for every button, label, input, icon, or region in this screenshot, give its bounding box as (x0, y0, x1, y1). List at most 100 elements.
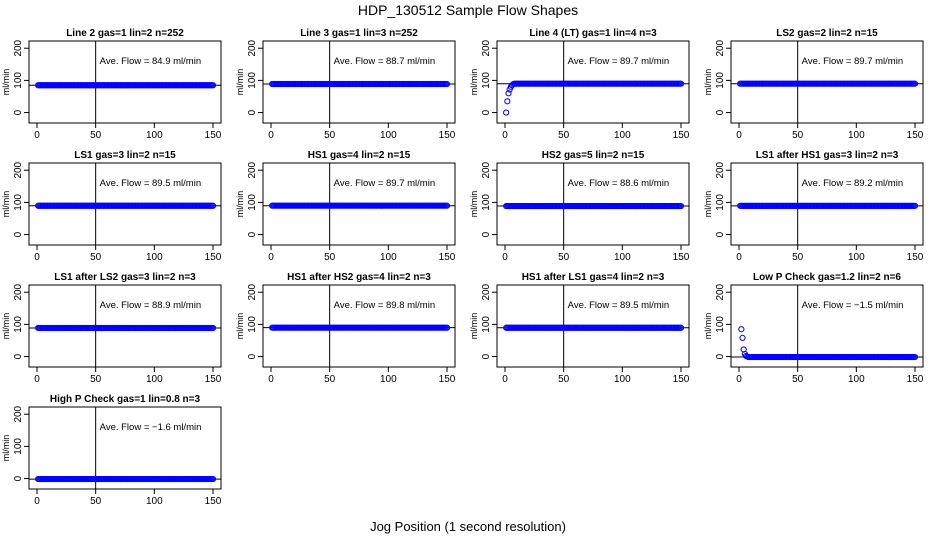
x-tick-label: 50 (90, 130, 102, 141)
data-point (738, 326, 745, 333)
y-tick-label: 200 (13, 39, 24, 56)
x-tick-label: 150 (439, 252, 456, 263)
x-tick-label: 0 (34, 374, 40, 385)
plot-frame (28, 406, 222, 490)
x-tick-label: 100 (146, 130, 163, 141)
x-tick-label: 0 (34, 496, 40, 507)
x-tick-label: 100 (146, 252, 163, 263)
x-tick-label: 100 (848, 252, 865, 263)
y-tick-label: 100 (13, 438, 24, 455)
y-tick-label: 200 (715, 39, 726, 56)
x-tick-label: 150 (907, 374, 924, 385)
x-tick-label: 150 (673, 130, 690, 141)
data-point (209, 82, 217, 89)
plot-frame (730, 40, 924, 124)
x-tick-label: 50 (558, 374, 570, 385)
y-axis-label: ml/min (235, 191, 245, 218)
y-tick-label: 0 (715, 109, 726, 115)
y-tick-label: 200 (481, 283, 492, 300)
y-tick-label: 200 (715, 161, 726, 178)
plot-frame (496, 40, 690, 124)
plot-frame (730, 162, 924, 246)
chart-panel: HS1 gas=4 lin=2 n=15 0 50 100 150 0 100 200 ml/m… (235, 150, 456, 263)
chart-title: Low P Check gas=1.2 lin=2 n=6 (753, 272, 901, 283)
y-tick-label: 200 (13, 161, 24, 178)
x-tick-label: 150 (439, 130, 456, 141)
data-point (677, 202, 685, 210)
y-tick-label: 100 (481, 194, 492, 211)
y-tick-label: 100 (481, 72, 492, 89)
y-axis-label: ml/min (469, 191, 479, 218)
data-point (739, 334, 746, 342)
x-tick-label: 100 (614, 374, 631, 385)
average-flow-annotation: Ave. Flow = 89.5 ml/min (568, 300, 669, 311)
plot-frame (730, 284, 924, 368)
chart-panel: HS1 after HS2 gas=4 lin=2 n=3 0 50 100 150 0 1… (235, 272, 456, 385)
chart-panel: HS1 after LS1 gas=4 lin=2 n=3 0 50 100 150 0 1… (469, 272, 690, 385)
x-tick-label: 50 (324, 130, 336, 141)
y-tick-label: 100 (715, 194, 726, 211)
chart-panel: Line 3 gas=1 lin=3 n=252 0 50 100 150 0 100 200… (235, 28, 456, 141)
chart-panel: LS1 after LS2 gas=3 lin=2 n=3 0 50 100 150 0 1… (1, 272, 222, 385)
data-point (505, 90, 512, 97)
x-tick-label: 0 (502, 252, 508, 263)
x-tick-label: 50 (558, 252, 570, 263)
chart-title: HS2 gas=5 lin=2 n=15 (542, 150, 645, 161)
page-title: HDP_130512 Sample Flow Shapes (357, 2, 579, 18)
average-flow-annotation: Ave. Flow = 88.9 ml/min (100, 300, 201, 311)
y-axis-label: ml/min (1, 69, 11, 96)
x-tick-label: 100 (614, 252, 631, 263)
data-point (443, 202, 451, 209)
y-tick-label: 0 (481, 353, 492, 359)
x-tick-label: 100 (848, 130, 865, 141)
data-point (911, 353, 919, 361)
plot-frame (262, 284, 456, 368)
x-tick-label: 50 (90, 374, 102, 385)
x-tick-label: 150 (205, 496, 222, 507)
y-tick-label: 200 (481, 39, 492, 56)
x-tick-label: 100 (380, 130, 397, 141)
data-point (503, 109, 510, 116)
chart-title: HS1 after LS1 gas=4 lin=2 n=3 (522, 272, 665, 283)
y-tick-label: 0 (13, 109, 24, 115)
y-tick-label: 0 (481, 231, 492, 237)
y-axis-label: ml/min (469, 69, 479, 96)
x-tick-label: 150 (673, 252, 690, 263)
average-flow-annotation: Ave. Flow = 89.7 ml/min (568, 56, 669, 67)
y-tick-label: 0 (247, 353, 258, 359)
x-tick-label: 50 (792, 130, 804, 141)
data-point (911, 80, 919, 87)
x-tick-label: 100 (146, 374, 163, 385)
average-flow-annotation: Ave. Flow = 88.6 ml/min (568, 178, 669, 189)
chart-title: Line 3 gas=1 lin=3 n=252 (300, 28, 418, 39)
chart-panel: HS2 gas=5 lin=2 n=15 0 50 100 150 0 100 200 ml/m… (469, 150, 690, 263)
y-tick-label: 200 (715, 283, 726, 300)
x-tick-label: 0 (502, 130, 508, 141)
y-tick-label: 0 (13, 231, 24, 237)
x-tick-label: 100 (614, 130, 631, 141)
average-flow-annotation: Ave. Flow = 89.7 ml/min (802, 56, 903, 67)
x-tick-label: 50 (792, 252, 804, 263)
y-tick-label: 100 (13, 316, 24, 333)
y-tick-label: 200 (481, 161, 492, 178)
x-tick-label: 150 (205, 252, 222, 263)
chart-panel: LS1 gas=3 lin=2 n=15 0 50 100 150 0 100 200 ml/m… (1, 150, 222, 263)
plot-frame (28, 40, 222, 124)
average-flow-annotation: Ave. Flow = 89.8 ml/min (334, 300, 435, 311)
page-x-axis-label: Jog Position (1 second resolution) (370, 519, 566, 534)
average-flow-annotation: Ave. Flow = 89.2 ml/min (802, 178, 903, 189)
x-tick-label: 100 (380, 374, 397, 385)
average-flow-annotation: Ave. Flow = 89.7 ml/min (334, 178, 435, 189)
y-tick-label: 100 (715, 72, 726, 89)
y-axis-label: ml/min (1, 313, 11, 340)
y-tick-label: 200 (247, 283, 258, 300)
plot-frame (28, 284, 222, 368)
y-tick-label: 200 (247, 161, 258, 178)
plot-frame (28, 162, 222, 246)
x-tick-label: 150 (205, 374, 222, 385)
y-tick-label: 100 (13, 194, 24, 211)
data-point (209, 475, 217, 483)
y-tick-label: 0 (715, 353, 726, 359)
chart-panel: LS2 gas=2 lin=2 n=15 0 50 100 150 0 100 200 ml/m… (703, 28, 924, 141)
y-tick-label: 100 (481, 316, 492, 333)
